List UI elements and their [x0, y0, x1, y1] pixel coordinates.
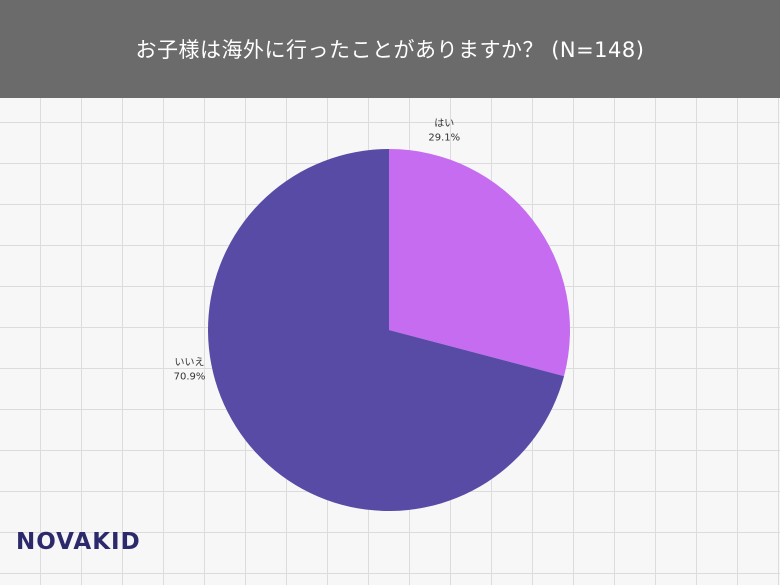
slice-label-0: はい: [434, 118, 454, 130]
slice-value-label-1: 70.9%: [174, 372, 206, 383]
pie-slice-0: [389, 149, 571, 377]
novakid-logo: NOVAKID: [16, 524, 141, 560]
slice-label-1: いいえ: [175, 357, 205, 369]
chart-title: お子様は海外に行ったことがありますか？ (N=148): [135, 38, 645, 62]
slice-value-label-0: 29.1%: [428, 133, 460, 144]
chart-header: お子様は海外に行ったことがありますか？ (N=148): [0, 0, 780, 98]
logo-text: NOVAKID: [16, 529, 141, 555]
pie-slice-1: [208, 149, 565, 512]
